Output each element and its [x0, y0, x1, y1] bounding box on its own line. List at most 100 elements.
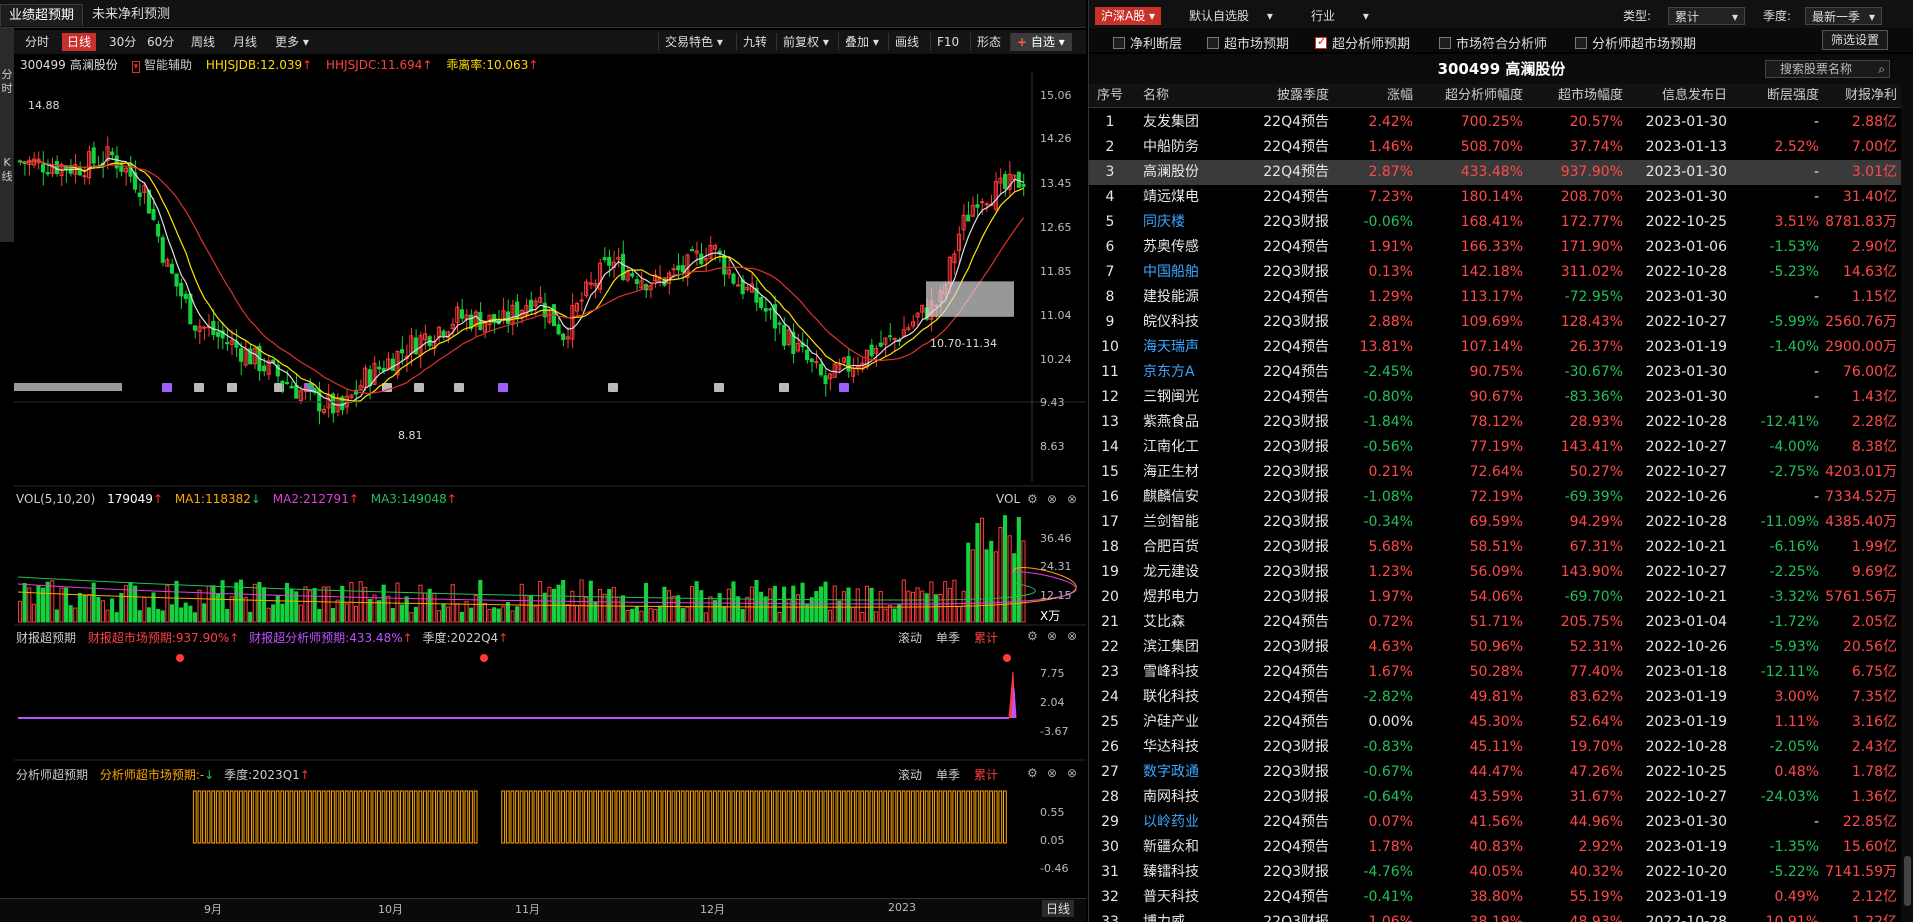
column-header[interactable]: 序号: [1097, 88, 1124, 103]
search-icon[interactable]: ⌕: [1878, 62, 1885, 76]
table-row[interactable]: 24 联化科技 22Q4预告 -2.82% 49.81% 83.62% 2023-01-19…: [1089, 685, 1901, 710]
tab-rolling[interactable]: 滚动: [898, 768, 923, 782]
table-row[interactable]: 10 海天瑞声 22Q4预告 13.81% 107.14% 26.37% 2023-01-1…: [1089, 335, 1901, 360]
tab-single-quarter[interactable]: 单季: [936, 631, 961, 645]
table-row[interactable]: 19 龙元建设 22Q3财报 1.23% 56.09% 143.90% 2022-10-27…: [1089, 560, 1901, 585]
table-row[interactable]: 32 普天科技 22Q4预告 -0.41% 38.80% 55.19% 2023-01-19…: [1089, 885, 1901, 910]
pattern-button[interactable]: 形态: [970, 33, 1007, 51]
period-daily[interactable]: 日线: [62, 33, 97, 51]
period-label[interactable]: 日线: [1042, 900, 1075, 917]
check-beat-market[interactable]: 超市场预期: [1207, 33, 1289, 52]
table-row[interactable]: 25 沪硅产业 22Q4预告 0.00% 45.30% 52.64% 2023-01-19 1…: [1089, 710, 1901, 735]
gear-icon[interactable]: ⚙: [1027, 629, 1038, 643]
table-row[interactable]: 23 雪峰科技 22Q4预告 1.67% 50.28% 77.40% 2023-01-18 -…: [1089, 660, 1901, 685]
toggle-icon[interactable]: ▾: [131, 61, 141, 73]
table-row[interactable]: 26 华达科技 22Q3财报 -0.83% 45.11% 19.70% 2022-10-28…: [1089, 735, 1901, 760]
column-header[interactable]: 涨幅: [1386, 88, 1413, 103]
table-row[interactable]: 1 友发集团 22Q4预告 2.42% 700.25% 20.57% 2023-01-30 -…: [1089, 110, 1901, 135]
filter-settings-button[interactable]: 筛选设置: [1822, 30, 1889, 50]
close-icon[interactable]: ⊗: [1047, 629, 1058, 643]
tab-future-profit-forecast[interactable]: 未来净利预测: [92, 7, 171, 22]
overlay-menu[interactable]: 叠加 ▾: [838, 33, 885, 51]
kline-chart[interactable]: * * * * * * * * * * * * * * * * * * * * * * * * * *…: [14, 72, 1086, 922]
table-row[interactable]: 16 麒麟信安 22Q3财报 -1.08% 72.19% -69.39% 2022-10-2…: [1089, 485, 1901, 510]
table-row[interactable]: 9 皖仪科技 22Q3财报 2.88% 109.69% 128.43% 2022-10-27…: [1089, 310, 1901, 335]
table-cell: 2023-01-19: [1645, 714, 1727, 730]
tab-single-quarter[interactable]: 单季: [936, 768, 961, 782]
table-row[interactable]: 33 博力威 22Q3财报 1.06% 38.19% 48.93% 2022-10-28 10…: [1089, 910, 1901, 922]
close-icon[interactable]: ⊗: [1047, 492, 1058, 506]
table-row[interactable]: 5 同庆楼 22Q3财报 -0.06% 168.41% 172.77% 2022-10-25…: [1089, 210, 1901, 235]
period-60min[interactable]: 60分: [147, 35, 175, 49]
table-row[interactable]: 20 煜邦电力 22Q3财报 1.97% 54.06% -69.70% 2022-10-21…: [1089, 585, 1901, 610]
table-row[interactable]: 22 滨江集团 22Q3财报 4.63% 50.96% 52.31% 2022-10-26 -…: [1089, 635, 1901, 660]
table-row[interactable]: 15 海正生材 22Q3财报 0.21% 72.64% 50.27% 2022-10-27 -…: [1089, 460, 1901, 485]
gear-icon[interactable]: ⚙: [1027, 766, 1038, 780]
column-header[interactable]: 超市场幅度: [1557, 88, 1623, 103]
close-icon[interactable]: ⊗: [1067, 492, 1078, 506]
column-header[interactable]: 名称: [1143, 88, 1170, 103]
industry-select[interactable]: 行业 ▾: [1305, 7, 1375, 25]
period-30min[interactable]: 30分: [109, 35, 137, 49]
table-row[interactable]: 14 江南化工 22Q3财报 -0.56% 77.19% 143.41% 2022-10-2…: [1089, 435, 1901, 460]
candle-body: [874, 347, 879, 354]
column-header[interactable]: 超分析师幅度: [1444, 88, 1523, 103]
column-header[interactable]: 财报净利: [1844, 88, 1897, 103]
volume-bar: [192, 612, 198, 623]
table-row[interactable]: 27 数字政通 22Q3财报 -0.67% 44.47% 47.26% 2022-10-25…: [1089, 760, 1901, 785]
table-row[interactable]: 11 京东方A 22Q4预告 -2.45% 90.75% -30.67% 2023-01-3…: [1089, 360, 1901, 385]
type-select[interactable]: 累计 ▾: [1668, 7, 1745, 25]
close-icon[interactable]: ⊗: [1047, 766, 1058, 780]
tab-cumulative[interactable]: 累计: [974, 768, 999, 782]
analyst-bar: [874, 790, 878, 844]
table-row[interactable]: 18 合肥百货 22Q3财报 5.68% 58.51% 67.31% 2022-10-21 -…: [1089, 535, 1901, 560]
table-row[interactable]: 7 中国船舶 22Q3财报 0.13% 142.18% 311.02% 2022-10-28…: [1089, 260, 1901, 285]
draw-line-button[interactable]: 画线: [888, 33, 925, 51]
add-watchlist-button[interactable]: + 自选 ▾: [1010, 33, 1072, 51]
table-row[interactable]: 3 高澜股份 22Q4预告 2.87% 433.48% 937.90% 2023-01-30…: [1089, 160, 1901, 185]
table-row[interactable]: 30 新疆众和 22Q4预告 1.78% 40.83% 2.92% 2023-01-19 -1…: [1089, 835, 1901, 860]
volume-bar: [717, 593, 722, 623]
vertical-scrollbar[interactable]: [1901, 84, 1913, 922]
period-weekly[interactable]: 周线: [191, 35, 216, 49]
gear-icon[interactable]: ⚙: [1027, 492, 1038, 506]
period-more[interactable]: 更多 ▾: [270, 33, 314, 51]
check-profit-gap[interactable]: 净利断层: [1113, 33, 1182, 52]
period-fenshi[interactable]: 分时: [25, 35, 50, 49]
scrollbar-thumb[interactable]: [1904, 856, 1911, 906]
column-header[interactable]: 披露季度: [1276, 88, 1329, 103]
close-icon[interactable]: ⊗: [1067, 629, 1078, 643]
tab-cumulative[interactable]: 累计: [974, 631, 999, 645]
table-row[interactable]: 29 以岭药业 22Q4预告 0.07% 41.56% 44.96% 2023-01-30 -…: [1089, 810, 1901, 835]
check-beat-analyst[interactable]: 超分析师预期: [1315, 33, 1410, 52]
column-header[interactable]: 信息发布日: [1661, 88, 1727, 103]
jiuzhuan-button[interactable]: 九转: [736, 33, 773, 51]
season-select[interactable]: 最新一季 ▾: [1805, 7, 1882, 25]
table-row[interactable]: 17 兰剑智能 22Q3财报 -0.34% 69.59% 94.29% 2022-10-28…: [1089, 510, 1901, 535]
table-row[interactable]: 21 艾比森 22Q4预告 0.72% 51.71% 205.75% 2023-01-04 -…: [1089, 610, 1901, 635]
tab-earnings-surprise[interactable]: 业绩超预期: [0, 4, 84, 26]
watchlist-select[interactable]: 默认自选股 ▾: [1183, 7, 1279, 25]
stock-search-input[interactable]: 搜索股票名称 ⌕: [1765, 60, 1890, 78]
table-row[interactable]: 8 建投能源 22Q4预告 1.29% 113.17% -72.95% 2023-01-30…: [1089, 285, 1901, 310]
table-row[interactable]: 2 中船防务 22Q4预告 1.46% 508.70% 37.74% 2023-01-13 2…: [1089, 135, 1901, 160]
check-analyst-beat-market[interactable]: 分析师超市场预期: [1575, 33, 1696, 52]
table-row[interactable]: 13 紫燕食品 22Q3财报 -1.84% 78.12% 28.93% 2022-10-28…: [1089, 410, 1901, 435]
period-monthly[interactable]: 月线: [233, 35, 258, 49]
f10-button[interactable]: F10: [930, 33, 965, 51]
close-icon[interactable]: ⊗: [1067, 766, 1078, 780]
table-cell: -12.41%: [1760, 414, 1819, 430]
tab-rolling[interactable]: 滚动: [898, 631, 923, 645]
table-row[interactable]: 6 苏奥传感 22Q4预告 1.91% 166.33% 171.90% 2023-01-06…: [1089, 235, 1901, 260]
table-row[interactable]: 12 三钢闽光 22Q4预告 -0.80% 90.67% -83.36% 2023-01-3…: [1089, 385, 1901, 410]
column-header[interactable]: 断层强度: [1766, 88, 1819, 103]
table-row[interactable]: 28 南网科技 22Q3财报 -0.64% 43.59% 31.67% 2022-10-27…: [1089, 785, 1901, 810]
table-row[interactable]: 4 靖远煤电 22Q4预告 7.23% 180.14% 208.70% 2023-01-30…: [1089, 185, 1901, 210]
market-select[interactable]: 沪深A股 ▾: [1095, 7, 1162, 25]
trade-feature-menu[interactable]: 交易特色 ▾: [658, 33, 729, 51]
adjust-menu[interactable]: 前复权 ▾: [776, 33, 835, 51]
check-market-meets-analyst[interactable]: 市场符合分析师: [1439, 33, 1547, 52]
view-switch-sidebar[interactable]: 分 时 K 线: [0, 28, 14, 242]
smart-assist[interactable]: 智能辅助: [144, 58, 193, 72]
table-row[interactable]: 31 臻镭科技 22Q3财报 -4.76% 40.05% 40.32% 2022-10-20…: [1089, 860, 1901, 885]
